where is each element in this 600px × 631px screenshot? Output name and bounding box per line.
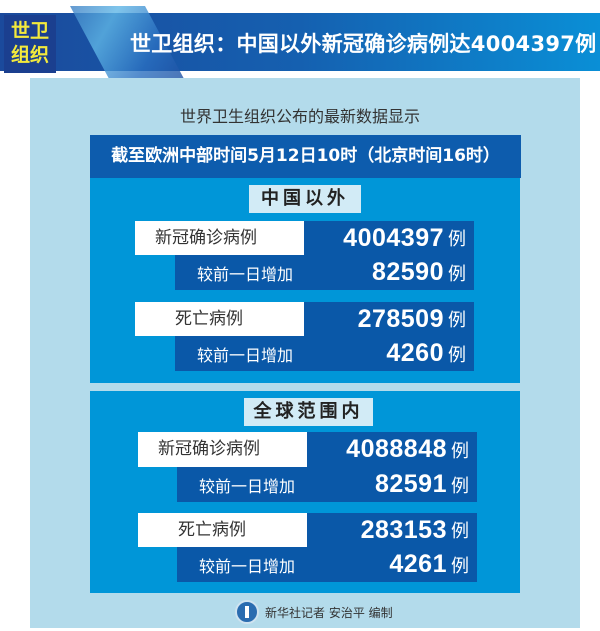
value-unit: 例 [451, 556, 469, 577]
deaths-value: 283153 例 [307, 513, 477, 547]
badge-line-1: 世卫 [10, 20, 49, 42]
value-unit: 例 [448, 345, 466, 366]
confirmed-label: 新冠确诊病例 [138, 432, 307, 467]
value-number: 4004397 [343, 223, 444, 252]
increase-label: 较前一日增加 [199, 556, 296, 576]
value-number: 4261 [389, 550, 447, 578]
value-unit: 例 [451, 476, 469, 497]
confirmed-increase-row: 较前一日增加 82590 例 [175, 255, 474, 290]
deaths-value: 278509 例 [304, 302, 474, 336]
value-unit: 例 [451, 521, 469, 542]
xinhua-logo-icon [235, 600, 259, 624]
confirmed-value: 4004397 例 [304, 221, 474, 255]
badge-line-2: 组织 [10, 44, 49, 66]
value-unit: 例 [448, 264, 466, 285]
increase-label: 较前一日增加 [199, 476, 296, 496]
confirmed-value: 4088848 例 [307, 432, 477, 467]
value-unit: 例 [448, 229, 466, 250]
confirmed-increase-row: 较前一日增加 82591 例 [177, 467, 477, 502]
footer: 新华社记者 安治平 编制 [235, 600, 393, 624]
confirmed-label: 新冠确诊病例 [135, 221, 304, 255]
value-number: 82591 [374, 470, 447, 498]
date-bar: 截至欧洲中部时间5月12日10时（北京时间16时） [90, 135, 521, 178]
deaths-label: 死亡病例 [138, 513, 307, 547]
increase-label: 较前一日增加 [197, 345, 294, 365]
value-number: 278509 [357, 304, 444, 333]
credit-text: 新华社记者 安治平 编制 [265, 605, 393, 620]
page-title: 世卫组织：中国以外新冠确诊病例达4004397例 [130, 32, 597, 56]
deaths-label: 死亡病例 [135, 302, 304, 336]
subtitle: 世界卫生组织公布的最新数据显示 [179, 107, 420, 126]
value-number: 4260 [386, 339, 444, 367]
deaths-increase-row: 较前一日增加 4260 例 [175, 336, 474, 371]
value-unit: 例 [451, 440, 469, 462]
increase-label: 较前一日增加 [197, 264, 294, 284]
value-number: 283153 [360, 515, 447, 544]
value-number: 4088848 [346, 435, 447, 463]
deaths-increase-row: 较前一日增加 4261 例 [177, 547, 477, 582]
section-title: 全球范围内 [244, 398, 373, 426]
value-unit: 例 [448, 310, 466, 331]
topic-badge: 世卫 组织 [4, 15, 56, 73]
section-title: 中国以外 [249, 185, 361, 213]
value-number: 82590 [371, 258, 444, 286]
